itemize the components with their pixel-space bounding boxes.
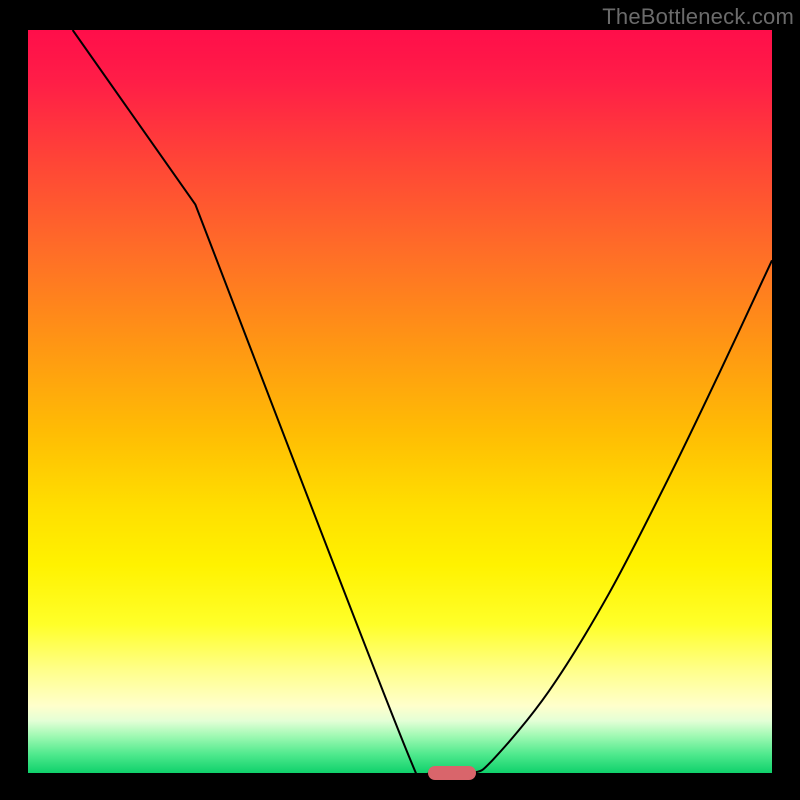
curve-layer: [28, 30, 772, 773]
valley-marker: [428, 766, 476, 780]
stage: TheBottleneck.com: [0, 0, 800, 800]
plot-area: [28, 30, 772, 773]
watermark-text: TheBottleneck.com: [602, 4, 794, 30]
bottleneck-curve: [73, 30, 772, 773]
